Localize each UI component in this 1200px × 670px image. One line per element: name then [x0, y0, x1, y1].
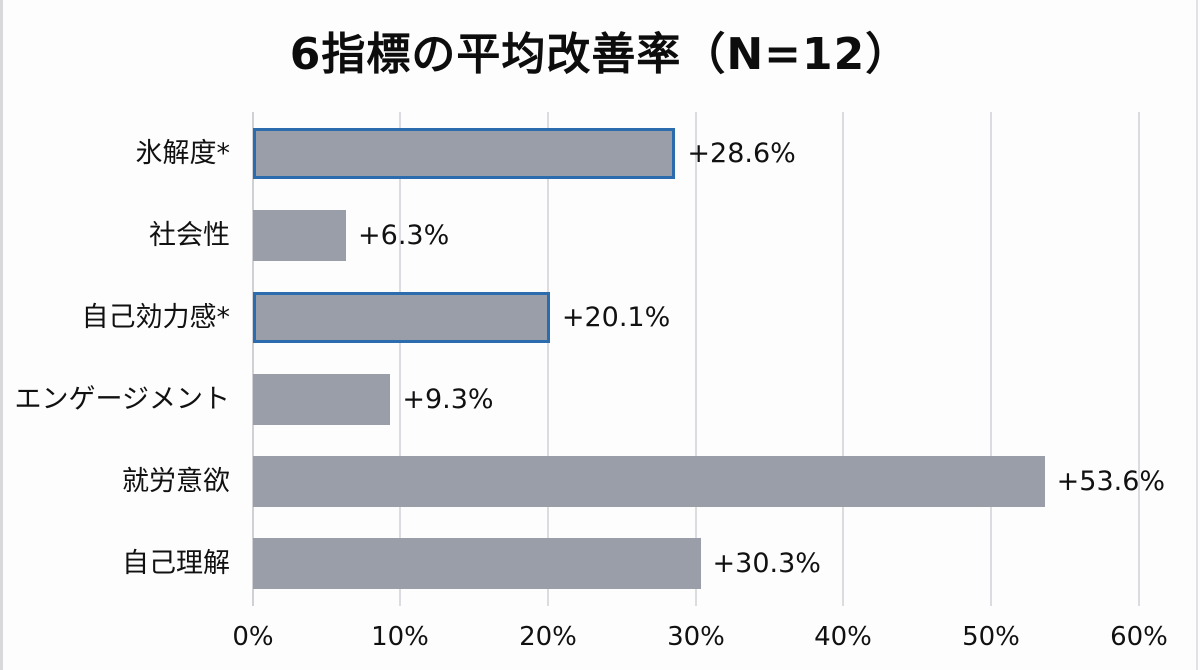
x-tick-label: 20% [519, 622, 577, 652]
gridline-10 [399, 112, 401, 606]
x-tick-label: 30% [667, 622, 725, 652]
bar-shuurou-iyoku [253, 456, 1045, 507]
bar-value-label: +30.3% [712, 548, 821, 579]
category-label: 自己効力感* [81, 302, 231, 333]
category-label: 氷解度* [135, 138, 231, 169]
bar-jiko-kouryokukan [253, 292, 550, 343]
bar-value-label: +20.1% [561, 302, 671, 333]
gridline-60 [1138, 112, 1140, 606]
bar-jiko-rikai [253, 538, 701, 589]
gridline-20 [547, 112, 549, 606]
frame-right-border [1196, 0, 1198, 670]
category-label: 社会性 [149, 220, 230, 251]
x-tick-label: 0% [232, 622, 274, 652]
category-label: エンゲージメント [14, 384, 230, 415]
x-tick-label: 60% [1110, 622, 1168, 652]
gridline-30 [695, 112, 697, 606]
chart-title: 6指標の平均改善率（N=12） [289, 29, 911, 80]
gridline-50 [990, 112, 992, 606]
bar-engagement [253, 374, 391, 425]
frame-left-border [0, 0, 3, 670]
x-tick-label: 40% [814, 622, 872, 652]
bar-value-label: +9.3% [402, 384, 494, 415]
x-tick-label: 10% [371, 622, 429, 652]
bar-shakaisei [253, 210, 347, 261]
bar-hyoukaido [253, 128, 676, 179]
gridline-40 [842, 112, 844, 606]
bar-value-label: +53.6% [1056, 466, 1166, 497]
category-label: 自己理解 [122, 548, 230, 579]
x-tick-label: 50% [962, 622, 1020, 652]
category-label: 就労意欲 [122, 466, 230, 497]
bar-value-label: +6.3% [358, 220, 450, 251]
gridline-0 [252, 112, 254, 606]
bar-value-label: +28.6% [687, 138, 796, 169]
